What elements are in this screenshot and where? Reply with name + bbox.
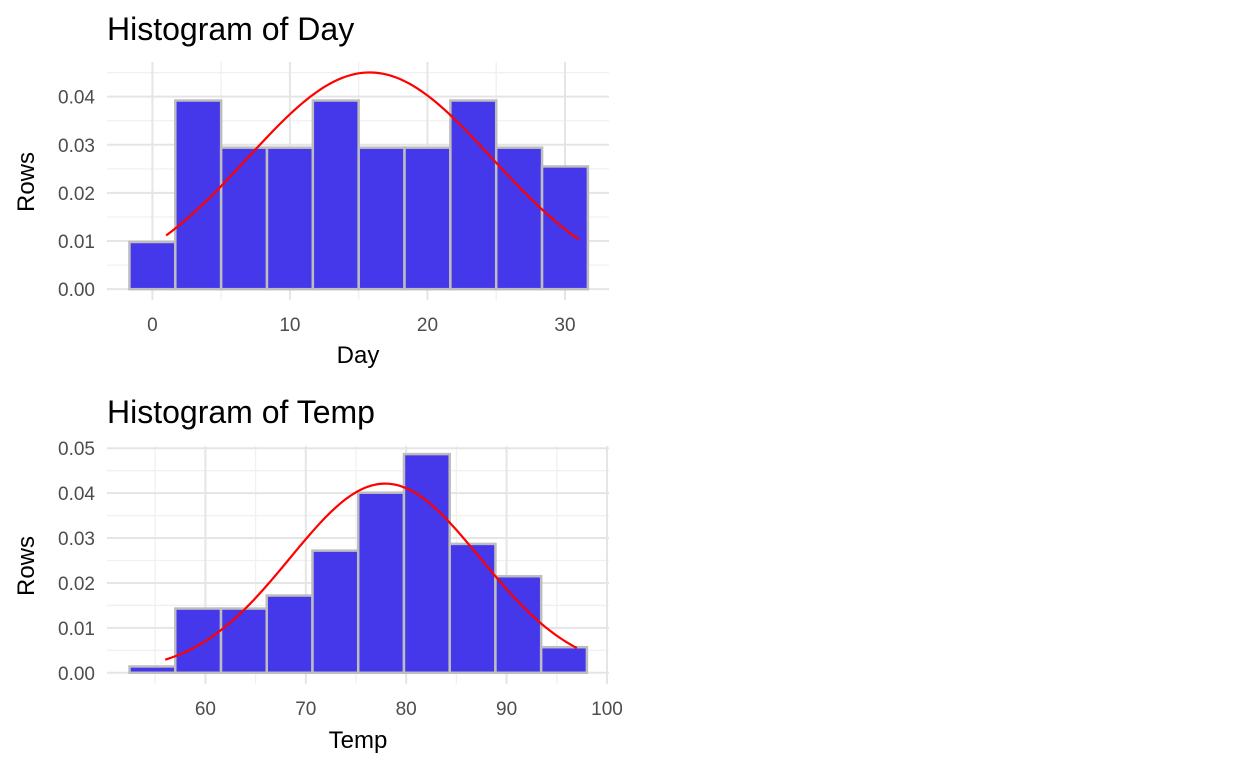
temp-y-tick-label: 0.00 xyxy=(58,664,95,685)
day-x-tick-label: 0 xyxy=(147,315,158,336)
temp-x-tick-label: 80 xyxy=(396,699,417,720)
day-y-tick-label: 0.04 xyxy=(58,88,95,109)
temp-x-tick-label: 60 xyxy=(195,699,216,720)
day-bars xyxy=(128,99,590,291)
day-histogram-bar xyxy=(403,146,452,291)
day-x-axis-title: Day xyxy=(337,342,380,369)
day-histogram-bar xyxy=(311,99,360,291)
day-x-tick-label: 10 xyxy=(279,315,300,336)
temp-histogram-panel: Histogram of Temp 60 70 80 90 100 0.000.010.… xyxy=(13,394,623,754)
temp-chart-title: Histogram of Temp xyxy=(107,394,375,430)
temp-y-tick-label: 0.02 xyxy=(58,574,95,595)
temp-x-tick-label: 70 xyxy=(295,699,316,720)
day-y-tick-label: 0.00 xyxy=(58,280,95,301)
temp-x-tick-labels: 60 70 80 90 100 xyxy=(195,699,623,720)
day-normal-density-curve xyxy=(165,71,580,241)
temp-histogram-bar xyxy=(356,491,406,675)
temp-histogram-bar xyxy=(402,452,451,675)
temp-y-tick-label: 0.04 xyxy=(58,484,95,505)
temp-y-axis-title: Rows xyxy=(13,536,40,596)
day-y-tick-label: 0.02 xyxy=(58,184,95,205)
day-y-tick-label: 0.03 xyxy=(58,136,95,157)
day-histogram-bar xyxy=(265,146,315,291)
day-histogram-bar xyxy=(219,146,269,291)
temp-y-tick-label: 0.03 xyxy=(58,529,95,550)
temp-normal-density-curve xyxy=(164,482,578,661)
temp-x-axis-title: Temp xyxy=(329,727,388,754)
temp-histogram-bar xyxy=(219,607,269,675)
temp-x-tick-label: 100 xyxy=(591,699,623,720)
day-chart-title: Histogram of Day xyxy=(107,11,354,47)
day-y-tick-label: 0.01 xyxy=(58,232,95,253)
temp-histogram-bar xyxy=(539,645,589,675)
temp-histogram-bar xyxy=(494,574,543,675)
temp-bars xyxy=(128,452,589,675)
day-histogram-bar xyxy=(449,99,498,291)
day-x-tick-label: 20 xyxy=(417,315,438,336)
temp-histogram-bar xyxy=(128,665,177,675)
day-y-tick-labels: 0.00 0.01 0.02 0.03 0.04 xyxy=(58,88,95,302)
temp-normal-curve-layer xyxy=(164,482,578,661)
temp-y-tick-labels: 0.00 0.01 0.02 0.03 0.04 0.05 xyxy=(58,439,95,685)
day-histogram-bar xyxy=(128,240,177,291)
day-x-tick-label: 30 xyxy=(554,315,575,336)
temp-histogram-bar xyxy=(448,542,497,675)
day-histogram-bar xyxy=(174,99,223,291)
day-y-axis-title: Rows xyxy=(13,152,40,212)
day-normal-curve-layer xyxy=(165,71,580,241)
day-histogram-bar xyxy=(494,146,544,291)
temp-histogram-bar xyxy=(174,607,223,675)
temp-y-tick-label: 0.05 xyxy=(58,439,95,460)
temp-histogram-bar xyxy=(265,594,314,675)
temp-histogram-bar xyxy=(311,549,360,675)
day-histogram-panel: Histogram of Day 0 10 20 30 0.000.010.020.0… xyxy=(13,11,609,369)
day-histogram-bar xyxy=(357,146,406,291)
temp-y-tick-label: 0.01 xyxy=(58,619,95,640)
temp-x-tick-label: 90 xyxy=(496,699,517,720)
day-x-tick-labels: 0 10 20 30 xyxy=(147,315,575,336)
